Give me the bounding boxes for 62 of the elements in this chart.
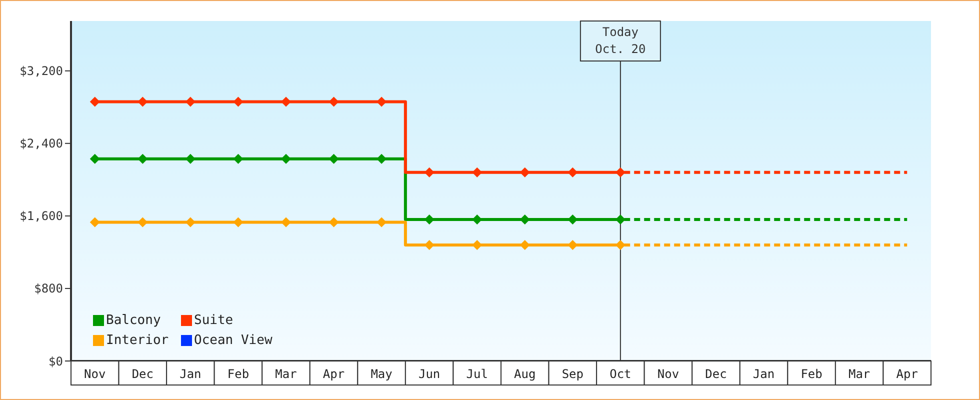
x-tick-label: Oct: [610, 367, 632, 381]
point: [520, 214, 530, 225]
point: [233, 154, 244, 164]
legend-label: Balcony: [106, 313, 161, 328]
point: [90, 154, 100, 164]
y-tick-label: $1,600: [20, 209, 63, 224]
point: [472, 240, 482, 250]
point: [328, 217, 339, 228]
point: [185, 96, 196, 107]
point: [281, 217, 291, 228]
point: [138, 96, 148, 107]
point: [568, 240, 578, 250]
point: [328, 96, 339, 107]
legend-label: Ocean View: [194, 333, 272, 348]
legend-label: Suite: [194, 313, 234, 328]
x-tick-label: Jul: [466, 367, 488, 381]
point: [472, 167, 482, 178]
point: [568, 214, 578, 225]
legend-label: Interior: [106, 333, 169, 348]
y-tick-label: $800: [34, 282, 63, 296]
point: [281, 96, 291, 107]
point: [233, 217, 244, 228]
point: [615, 167, 626, 178]
point: [376, 96, 387, 107]
point: [90, 217, 100, 228]
x-tick-label: Sep: [562, 367, 584, 381]
x-tick-label: May: [370, 367, 392, 381]
point: [328, 154, 339, 164]
point: [520, 167, 530, 178]
point: [376, 154, 387, 164]
point: [138, 154, 148, 164]
point: [185, 217, 196, 228]
x-tick-label: Jan: [180, 367, 202, 381]
point: [185, 154, 196, 164]
x-tick-label: Mar: [848, 367, 870, 381]
point: [138, 217, 148, 228]
point: [568, 167, 578, 178]
x-tick-label: Nov: [657, 367, 680, 381]
x-tick-label: Apr: [322, 367, 345, 381]
y-tick-label: $2,400: [20, 136, 63, 151]
x-tick-label: Apr: [896, 367, 918, 381]
x-tick-label: Jan: [752, 367, 775, 381]
point: [233, 96, 244, 107]
x-tick-label: Mar: [275, 367, 297, 381]
point: [472, 214, 482, 225]
point: [281, 154, 291, 164]
x-tick-label: Feb: [227, 367, 250, 381]
x-tick-label: Dec: [705, 367, 727, 381]
point: [376, 217, 387, 228]
x-tick-label: Nov: [84, 367, 106, 381]
point: [90, 96, 100, 107]
x-tick-label: Feb: [800, 367, 822, 381]
point: [424, 214, 434, 225]
ref-line-label: Today Oct. 20: [595, 25, 646, 56]
x-tick-label: Aug: [514, 367, 536, 381]
point: [424, 240, 434, 250]
point: [424, 167, 434, 178]
point: [520, 240, 530, 250]
y-tick-label: $0: [48, 354, 63, 368]
y-tick-label: $3,200: [20, 64, 63, 78]
x-tick-label: Jun: [418, 367, 440, 381]
x-tick-label: Dec: [132, 367, 154, 381]
